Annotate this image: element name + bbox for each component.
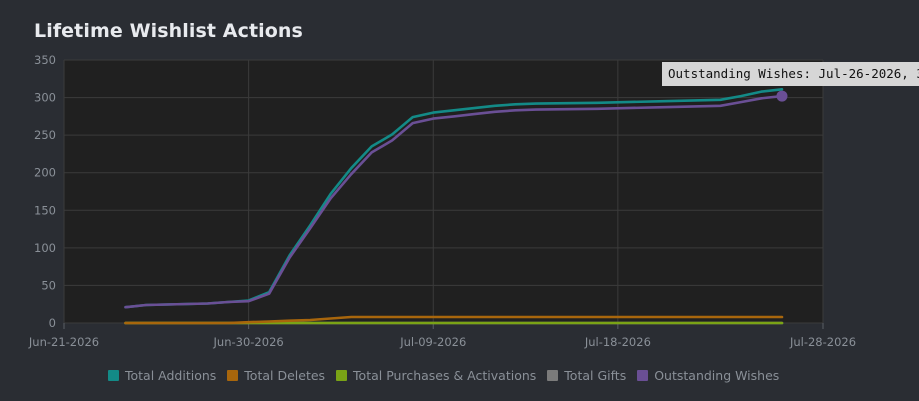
x-tick-label: Jun-21-2026 [28,335,99,349]
y-tick-label: 50 [41,278,56,292]
plot-area [64,60,823,323]
legend-swatch [547,370,559,381]
series-lines [124,88,784,325]
legend-swatch [227,370,239,381]
x-tick-label: Jul-09-2026 [399,335,466,349]
legend-swatch [108,370,119,381]
y-tick-label: 350 [34,53,56,67]
legend-label: Total Gifts [564,368,627,383]
y-tick-label: 250 [34,128,56,142]
legend-label: Total Additions [125,368,217,383]
x-tick-label: Jul-18-2026 [584,335,651,349]
legend-item-total-purchases-activations[interactable]: Total Purchases & Activations [336,368,536,383]
legend-swatch [637,370,649,381]
legend-item-outstanding-wishes[interactable]: Outstanding Wishes [637,368,779,383]
legend-label: Total Purchases & Activations [353,368,537,383]
series-line-outstanding-wishes [124,94,784,309]
legend-swatch [336,370,348,381]
legend-item-total-gifts[interactable]: Total Gifts [547,368,626,383]
y-axis: 0 50 100 150 200 250 300 350 [34,53,56,330]
tooltip: Outstanding Wishes: Jul-26-2026, 302 [662,62,919,86]
legend: Total Additions Total Deletes Total Purcha… [108,368,790,383]
legend-item-total-additions[interactable]: Total Additions [108,368,216,383]
series-line-total-deletes [124,315,784,325]
y-tick-label: 150 [34,203,56,217]
hover-marker [776,90,788,102]
y-tick-label: 0 [49,316,56,330]
x-tick-label: Jul-28-2026 [789,335,856,349]
x-axis: Jun-21-2026 Jun-30-2026 Jul-09-2026 Jul-18-… [28,323,856,349]
legend-label: Outstanding Wishes [654,368,780,383]
legend-item-total-deletes[interactable]: Total Deletes [227,368,325,383]
y-tick-label: 300 [34,91,56,105]
y-tick-label: 100 [34,241,56,255]
hover-point [776,90,788,102]
legend-label: Total Deletes [244,368,326,383]
x-tick-label: Jun-30-2026 [213,335,284,349]
chart-title: Lifetime Wishlist Actions [34,20,303,42]
y-tick-label: 200 [34,166,56,180]
